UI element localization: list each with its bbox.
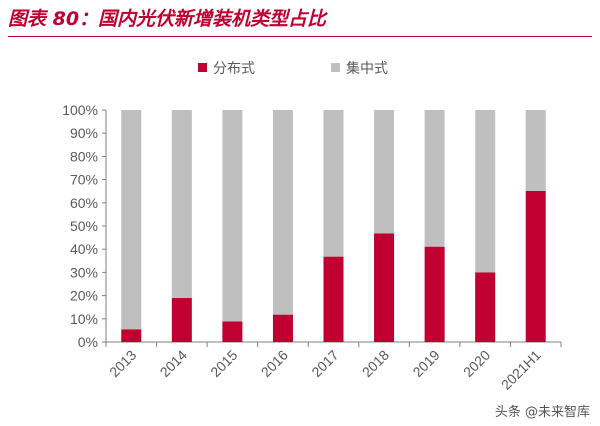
bar-centralized-2021H1 — [525, 110, 546, 191]
y-tick-label: 30% — [70, 264, 98, 280]
chart-title: 图表 80：国内光伏新增装机类型占比 — [8, 8, 327, 30]
y-tick-label: 50% — [70, 218, 98, 234]
bar-distributed-2019 — [424, 246, 445, 342]
legend-label: 集中式 — [346, 60, 388, 76]
legend-swatch — [331, 63, 340, 72]
bar-centralized-2020 — [475, 110, 496, 273]
x-tick-label: 2014 — [157, 347, 190, 380]
legend-label: 分布式 — [213, 60, 255, 76]
y-tick-label: 70% — [70, 172, 98, 188]
y-tick-label: 60% — [70, 195, 98, 211]
bar-centralized-2018 — [374, 110, 395, 234]
bar-distributed-2014 — [171, 297, 192, 342]
y-tick-label: 0% — [78, 334, 98, 350]
x-tick-label: 2015 — [207, 347, 240, 380]
y-tick-label: 90% — [70, 125, 98, 141]
watermark: 头条 @未来智库 — [494, 405, 590, 420]
bar-centralized-2014 — [171, 110, 192, 298]
title-divider — [8, 36, 592, 37]
x-tick-label: 2013 — [106, 347, 139, 380]
x-tick-label: 2019 — [409, 347, 442, 380]
x-tick-label: 2016 — [258, 347, 291, 380]
bar-distributed-2013 — [121, 329, 142, 342]
y-tick-label: 20% — [70, 288, 98, 304]
bar-distributed-2021H1 — [525, 190, 546, 342]
bar-distributed-2018 — [374, 233, 395, 342]
legend-swatch — [198, 63, 207, 72]
bar-distributed-2016 — [272, 314, 293, 342]
x-tick-label: 2021H1 — [498, 347, 544, 393]
x-tick-label: 2020 — [460, 347, 493, 380]
bar-centralized-2015 — [222, 110, 243, 322]
y-tick-label: 100% — [62, 102, 98, 118]
y-tick-label: 40% — [70, 241, 98, 257]
bar-centralized-2019 — [424, 110, 445, 247]
y-tick-label: 10% — [70, 311, 98, 327]
bar-centralized-2016 — [272, 110, 293, 315]
y-tick-label: 80% — [70, 148, 98, 164]
x-tick-label: 2017 — [308, 347, 341, 380]
bar-distributed-2017 — [323, 256, 344, 342]
x-tick-label: 2018 — [359, 347, 392, 380]
bar-distributed-2020 — [475, 272, 496, 342]
bar-centralized-2013 — [121, 110, 142, 330]
bar-distributed-2015 — [222, 321, 243, 342]
bar-centralized-2017 — [323, 110, 344, 257]
